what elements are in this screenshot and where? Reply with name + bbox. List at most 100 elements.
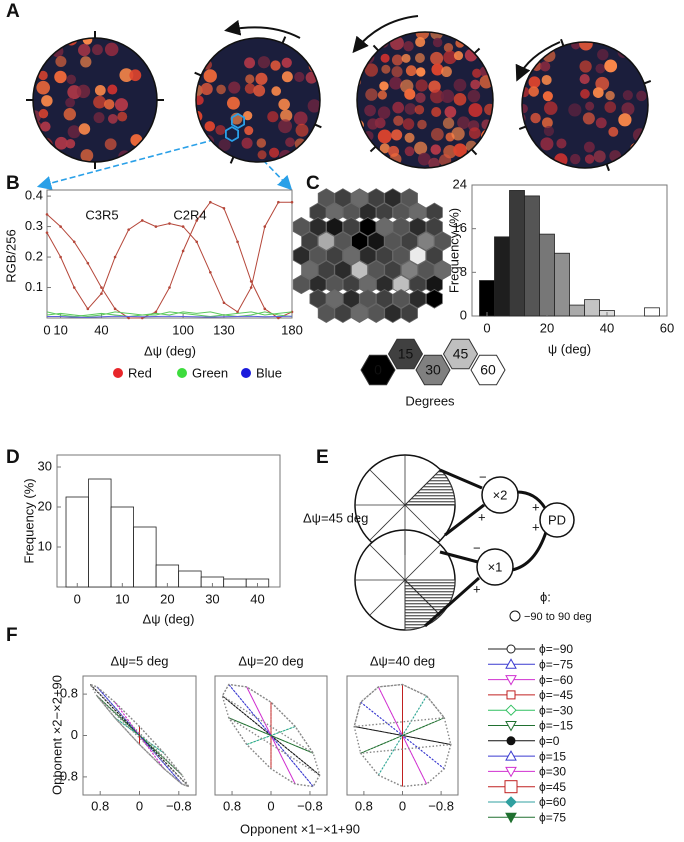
- legend-label: ϕ=45: [539, 780, 566, 794]
- data-point: [195, 219, 199, 222]
- legend-label: ϕ=−45: [539, 688, 573, 702]
- photo-cell: [432, 37, 443, 48]
- photo-cell: [308, 38, 318, 41]
- data-point: [263, 307, 267, 311]
- sign: −: [479, 469, 487, 484]
- photo-cell: [216, 84, 226, 95]
- photo-cell: [41, 38, 54, 46]
- photo: [522, 42, 648, 168]
- photo-cell: [430, 51, 444, 65]
- y-axis-label: RGB/256: [3, 229, 18, 282]
- photo-cell: [33, 120, 42, 132]
- hex-cell: [309, 217, 327, 237]
- hex-cell: [434, 260, 452, 280]
- hex-cell: [384, 188, 402, 208]
- photo-cell: [540, 61, 551, 72]
- photo-cell: [457, 116, 470, 130]
- photo-rim: [356, 31, 494, 169]
- photo-cell: [417, 152, 431, 166]
- scale-hex: [442, 338, 479, 370]
- photo-cell: [414, 53, 425, 63]
- photo-cell: [307, 99, 320, 113]
- envelope: [221, 683, 321, 788]
- photo-cell: [579, 60, 592, 73]
- photo-cell: [391, 66, 403, 78]
- hex-cell: [392, 217, 410, 237]
- legend-label: ϕ=−15: [539, 719, 573, 733]
- data-point: [72, 286, 76, 289]
- hex-cell: [434, 231, 452, 251]
- x-tick-label: 0: [74, 591, 81, 606]
- hex-cell: [326, 245, 344, 266]
- hex-cell: [425, 289, 443, 309]
- photo-cell: [522, 74, 526, 85]
- data-point: [209, 200, 212, 204]
- legend-swatch: [241, 368, 251, 378]
- panel-label: B: [6, 173, 20, 194]
- photo-cell: [453, 51, 464, 61]
- data-point: [59, 255, 62, 259]
- hex-cell: [317, 260, 335, 280]
- photo-cell: [114, 98, 129, 112]
- data-point: [181, 225, 185, 228]
- y-tick-label: 30: [38, 458, 52, 473]
- cell-outline: [224, 125, 240, 143]
- photo-cell: [556, 138, 567, 149]
- photo-cell: [440, 89, 455, 104]
- x-tick-label: 0: [136, 798, 143, 813]
- photo-cell: [80, 149, 94, 162]
- photo-cell: [377, 156, 389, 168]
- legend-label: ϕ=0: [539, 734, 560, 748]
- photo-cell: [595, 117, 607, 129]
- hex-cell: [334, 188, 352, 208]
- photo-rim: [521, 41, 649, 169]
- legend-label: ϕ=30: [539, 765, 566, 779]
- photo-cell: [241, 137, 253, 149]
- photo-cell: [36, 80, 50, 95]
- photo-cell: [530, 112, 541, 124]
- photo-cell: [468, 127, 481, 139]
- bar: [223, 578, 247, 588]
- photo-cell: [430, 89, 444, 104]
- photo-cell: [443, 50, 457, 65]
- hex-cell: [400, 260, 418, 280]
- phi-line: [360, 717, 445, 754]
- hex-cell: [326, 289, 344, 309]
- photo-cell: [65, 38, 78, 46]
- hex-cell: [317, 303, 335, 323]
- legend-marker: [505, 812, 517, 824]
- photo-cell: [255, 72, 268, 85]
- data-point: [127, 228, 130, 231]
- y-tick-label: 0.4: [25, 188, 43, 203]
- photo-cell: [129, 150, 140, 161]
- y-tick-label: 0.1: [25, 279, 43, 294]
- x-axis-label: ψ (deg): [548, 341, 591, 356]
- photo-cell: [107, 84, 118, 95]
- bar: [524, 195, 540, 317]
- hex-cell: [367, 188, 385, 208]
- y-axis-label: Frequency (%): [446, 208, 461, 293]
- sign: −: [473, 540, 481, 555]
- legend-marker: [506, 690, 516, 700]
- photo-cell: [417, 119, 427, 130]
- hex-cell: [334, 303, 352, 323]
- bar: [644, 307, 660, 317]
- photo-cell: [579, 42, 593, 51]
- data-point: [113, 255, 117, 259]
- photo-cell: [244, 57, 256, 69]
- photo-cell: [583, 141, 595, 153]
- photo-cell: [103, 99, 115, 110]
- data-line: [46, 311, 293, 318]
- photo-cell: [364, 63, 378, 77]
- photo-cell: [293, 149, 305, 161]
- data-point: [249, 280, 253, 283]
- photo-cell: [585, 101, 595, 111]
- x-tick-label: 0.8: [355, 798, 373, 813]
- photo-cell: [467, 89, 481, 103]
- photo-cell: [54, 70, 67, 84]
- legend-marker: [504, 780, 518, 794]
- photo-cell: [295, 123, 309, 137]
- data-point: [140, 219, 144, 222]
- hex-cell: [309, 245, 327, 266]
- photo-cell: [604, 59, 618, 73]
